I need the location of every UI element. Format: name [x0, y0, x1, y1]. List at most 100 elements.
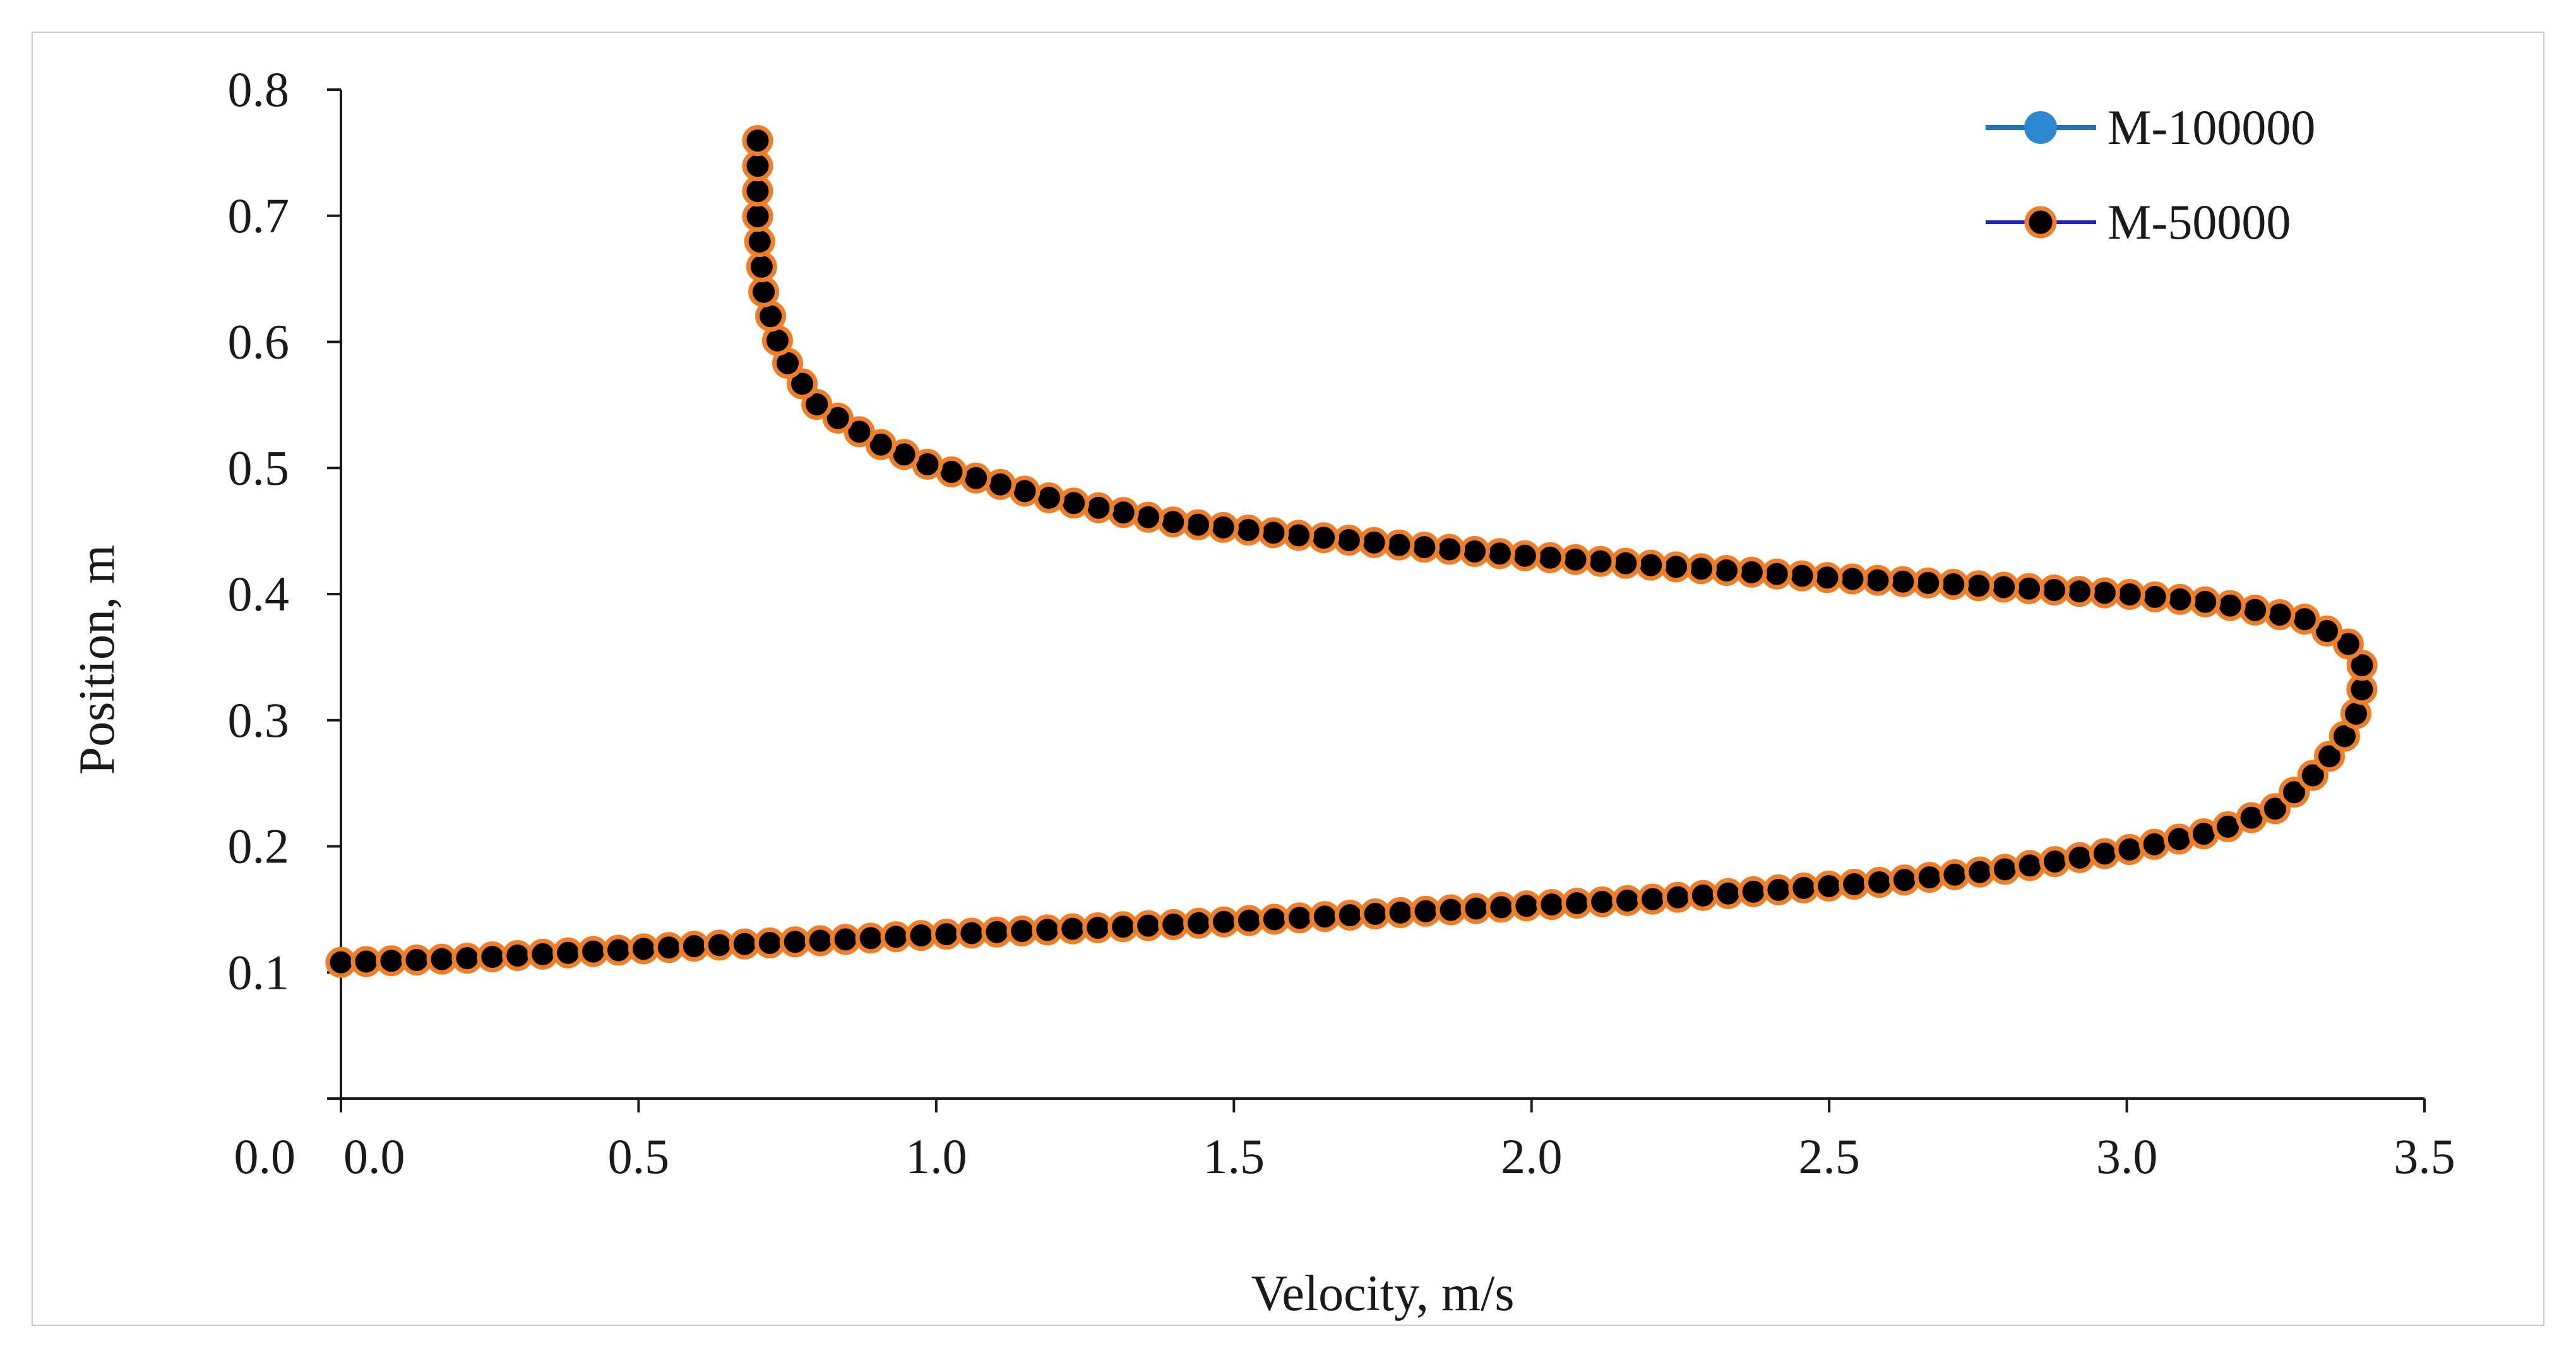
data-point-m-50000: [2190, 586, 2221, 617]
data-point-m-50000: [2297, 760, 2329, 791]
data-point-m-50000: [1032, 914, 1063, 946]
data-point-m-50000: [905, 920, 937, 951]
legend-item-m-100000: M-100000: [1986, 100, 2315, 155]
data-point-m-50000: [1612, 885, 1643, 916]
data-point-m-50000: [1308, 522, 1340, 554]
x-tick-label: 0.0: [343, 1129, 405, 1184]
data-point-m-50000: [787, 368, 818, 400]
data-point-m-50000: [350, 946, 382, 977]
y-tick-label: 0.2: [228, 819, 290, 874]
x-tick-label: 1.0: [905, 1129, 967, 1184]
data-point-m-50000: [628, 933, 659, 965]
data-point-m-50000: [1939, 859, 1971, 890]
data-point-m-50000: [1888, 864, 1920, 896]
data-point-m-50000: [2114, 578, 2145, 610]
data-point-m-50000: [1813, 870, 1845, 902]
data-point-m-50000: [1561, 888, 1593, 919]
data-point-m-50000: [1964, 856, 1996, 888]
data-point-m-50000: [1511, 890, 1542, 922]
data-point-m-50000: [1158, 909, 1190, 940]
x-ticks: 0.0 0.5 1.0 1.5 2.0 2.5 3.0 3.5: [340, 1099, 2455, 1184]
data-point-m-50000: [1486, 891, 1517, 923]
data-point-m-50000: [1409, 532, 1440, 563]
data-point-m-50000: [1334, 900, 1366, 931]
data-point-m-50000: [552, 937, 584, 969]
data-point-m-50000: [2138, 828, 2170, 860]
data-point-m-50000: [1385, 897, 1416, 928]
data-point-m-50000: [1637, 883, 1669, 915]
series-layer: [325, 125, 2378, 978]
data-point-m-50000: [1133, 910, 1164, 941]
legend-label-m-100000: M-100000: [2108, 100, 2315, 155]
legend: M-100000 M-50000: [1986, 100, 2315, 249]
y-tick-label: 0.5: [228, 440, 290, 495]
data-point-m-50000: [744, 226, 775, 258]
data-point-m-50000: [956, 917, 987, 949]
data-point-m-50000: [1635, 549, 1667, 581]
data-point-m-50000: [1839, 868, 1870, 900]
data-point-m-50000: [830, 924, 861, 955]
data-point-m-50000: [1963, 570, 1995, 602]
data-point-m-50000: [1207, 511, 1239, 543]
y-tick-label: 0.4: [228, 566, 290, 621]
data-point-m-50000: [1559, 544, 1591, 575]
data-point-m-50000: [1610, 547, 1642, 579]
data-point-m-50000: [1661, 551, 1692, 583]
data-point-m-50000: [1763, 874, 1794, 905]
data-point-m-50000: [1435, 894, 1467, 926]
data-point-m-50000: [1786, 560, 1818, 592]
data-point-m-50000: [1509, 540, 1541, 571]
data-point-m-50000: [653, 932, 684, 963]
data-point-m-50000: [1887, 566, 1919, 597]
data-point-m-50000: [1736, 556, 1767, 588]
data-point-m-50000: [376, 945, 407, 977]
data-point-m-50000: [1989, 854, 2020, 885]
data-point-m-50000: [477, 941, 508, 973]
data-point-m-50000: [804, 925, 836, 957]
data-point-m-50000: [1107, 497, 1139, 528]
data-point-m-50000: [2164, 583, 2196, 615]
x-tick-label: 3.5: [2394, 1129, 2455, 1184]
data-point-m-50000: [742, 150, 773, 182]
data-point-m-50000: [2163, 823, 2195, 855]
data-point-m-50000: [1761, 558, 1792, 590]
data-point-m-50000: [2346, 650, 2378, 681]
data-point-m-50000: [1912, 567, 1944, 599]
data-point-m-50000: [1232, 515, 1264, 546]
data-point-m-50000: [2214, 590, 2246, 621]
data-point-m-50000: [451, 943, 483, 974]
data-point-m-50000: [1157, 506, 1189, 538]
data-point-m-50000: [1459, 535, 1491, 567]
data-point-m-50000: [1536, 889, 1568, 921]
data-point-m-50000: [2239, 594, 2271, 626]
data-point-m-50000: [426, 943, 458, 975]
data-point-m-50000: [2039, 846, 2071, 878]
data-point-m-50000: [1258, 903, 1290, 935]
x-tick-label: 1.5: [1203, 1129, 1265, 1184]
y-tick-label: 0.7: [228, 188, 290, 243]
data-point-m-50000: [1082, 912, 1114, 943]
data-point-m-50000: [502, 939, 534, 971]
y-tick-label: 0.3: [228, 693, 290, 748]
data-point-m-50000: [1864, 867, 1895, 898]
data-point-m-50000: [1006, 915, 1038, 947]
data-point-m-50000: [2014, 850, 2046, 881]
data-point-m-50000: [678, 931, 710, 962]
data-point-m-50000: [2063, 576, 2095, 607]
data-point-m-50000: [1410, 895, 1441, 927]
data-point-m-50000: [1333, 524, 1364, 556]
data-point-m-50000: [1788, 872, 1820, 903]
data-point-m-50000: [880, 921, 912, 953]
data-point-m-50000: [2139, 581, 2171, 612]
data-point-m-50000: [2289, 604, 2320, 635]
data-point-m-50000: [1283, 520, 1315, 551]
data-point-m-50000: [1938, 568, 1969, 600]
data-point-m-50000: [1712, 878, 1744, 909]
data-point-m-50000: [527, 938, 559, 970]
y-tick-label: 0.6: [228, 314, 290, 369]
data-point-m-50000: [1534, 542, 1566, 573]
data-point-m-50000: [578, 936, 609, 967]
data-point-m-50000: [1309, 901, 1340, 933]
data-point-m-50000: [2013, 573, 2045, 604]
